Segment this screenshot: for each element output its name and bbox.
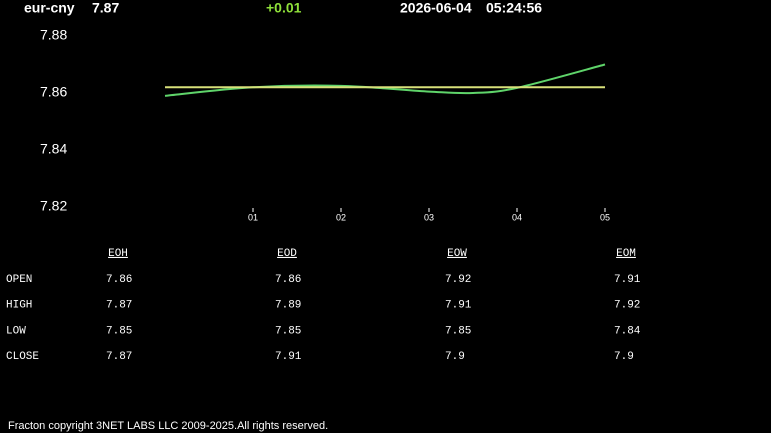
- table-cell: 7.91: [445, 300, 472, 312]
- y-tick-label: 7.82: [40, 198, 67, 214]
- table-cell: 7.87: [106, 300, 132, 312]
- column-header: EOW: [447, 248, 467, 260]
- table-cell: 7.86: [275, 274, 301, 286]
- table-cell: 7.87: [106, 351, 132, 363]
- row-label: CLOSE: [6, 351, 39, 363]
- table-cell: 7.92: [614, 300, 640, 312]
- change: +0.01: [266, 0, 302, 16]
- symbol: eur-cny: [24, 0, 75, 16]
- table-cell: 7.85: [275, 325, 301, 337]
- table-cell: 7.85: [445, 325, 471, 337]
- column-header: EOD: [277, 248, 297, 260]
- line-series: [164, 63, 606, 97]
- x-tick-label: 04: [512, 212, 522, 222]
- x-tick-label: 02: [336, 212, 346, 222]
- table-cell: 7.86: [106, 274, 132, 286]
- table-cell: 7.89: [275, 300, 301, 312]
- table-cell: 7.9: [445, 351, 465, 363]
- table-cell: 7.91: [275, 351, 302, 363]
- column-header: EOH: [108, 248, 128, 260]
- price: 7.87: [92, 0, 119, 16]
- y-tick-label: 7.84: [40, 141, 67, 157]
- row-label: LOW: [6, 325, 26, 337]
- x-tick-label: 01: [248, 212, 258, 222]
- row-label: HIGH: [6, 300, 32, 312]
- table-cell: 7.85: [106, 325, 132, 337]
- table-cell: 7.92: [445, 274, 471, 286]
- table-cell: 7.91: [614, 274, 641, 286]
- footer: Fracton copyright 3NET LABS LLC 2009-202…: [8, 420, 328, 432]
- x-tick-label: 05: [600, 212, 610, 222]
- column-header: EOM: [616, 248, 636, 260]
- y-tick-label: 7.86: [40, 84, 67, 100]
- y-tick-label: 7.88: [40, 27, 67, 43]
- table-cell: 7.9: [614, 351, 634, 363]
- table-cell: 7.84: [614, 325, 641, 337]
- time: 05:24:56: [486, 0, 542, 16]
- date: 2026-06-04: [400, 0, 472, 16]
- x-tick-label: 03: [424, 212, 434, 222]
- row-label: OPEN: [6, 274, 32, 286]
